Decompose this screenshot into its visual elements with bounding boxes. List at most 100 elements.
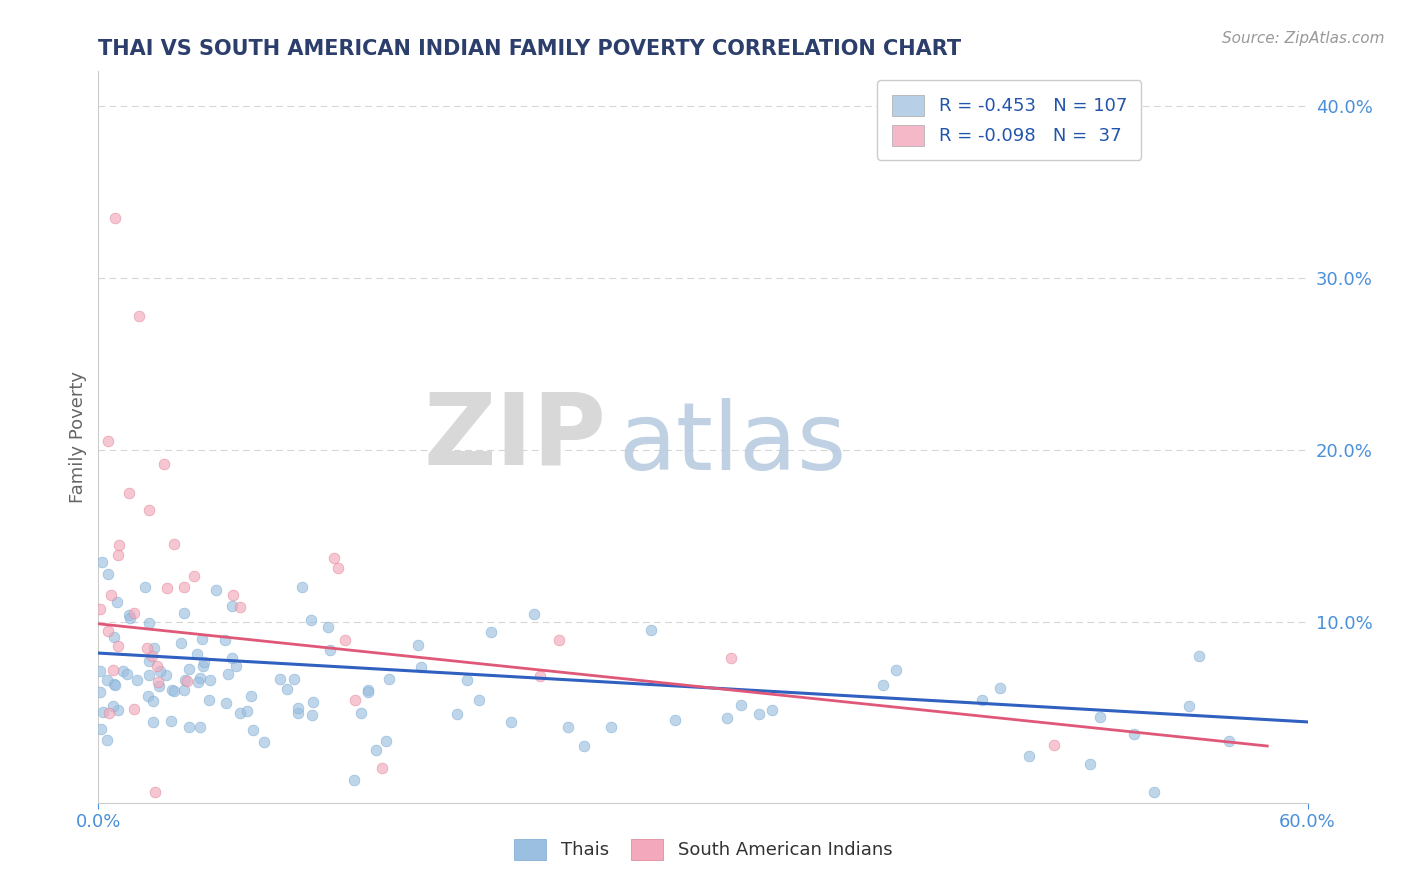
Point	[328, 560, 350, 574]
Point	[97, 624, 120, 638]
Point	[235, 704, 257, 718]
Point	[221, 599, 243, 613]
Point	[225, 659, 247, 673]
Point	[103, 211, 125, 225]
Point	[229, 706, 252, 720]
Point	[143, 640, 166, 655]
Point	[198, 673, 221, 688]
Point	[344, 692, 367, 706]
Point	[97, 706, 120, 720]
Point	[128, 309, 150, 323]
Point	[409, 660, 432, 674]
Point	[970, 692, 993, 706]
Point	[155, 667, 177, 681]
Point	[97, 434, 120, 449]
Point	[322, 551, 344, 566]
Point	[193, 655, 215, 669]
Point	[287, 706, 309, 721]
Point	[156, 581, 179, 595]
Point	[125, 673, 148, 688]
Point	[222, 588, 245, 602]
Y-axis label: Family Poverty: Family Poverty	[69, 371, 87, 503]
Point	[276, 682, 298, 697]
Point	[188, 671, 211, 685]
Point	[205, 583, 228, 598]
Point	[145, 658, 167, 673]
Point	[446, 706, 468, 721]
Point	[378, 672, 401, 686]
Point	[193, 659, 215, 673]
Point	[529, 668, 551, 682]
Point	[191, 632, 214, 646]
Point	[548, 632, 571, 647]
Point	[1143, 785, 1166, 799]
Point	[302, 695, 325, 709]
Point	[146, 674, 169, 689]
Point	[124, 702, 146, 716]
Point	[163, 684, 186, 698]
Point	[318, 643, 340, 657]
Point	[343, 772, 366, 787]
Point	[107, 639, 129, 653]
Point	[97, 566, 120, 581]
Point	[122, 606, 145, 620]
Legend: Thais, South American Indians: Thais, South American Indians	[506, 831, 900, 867]
Point	[720, 651, 742, 665]
Point	[96, 733, 118, 747]
Point	[290, 580, 312, 594]
Point	[135, 641, 157, 656]
Point	[96, 673, 118, 687]
Point	[335, 632, 357, 647]
Point	[872, 678, 894, 692]
Point	[198, 692, 221, 706]
Point	[1043, 738, 1066, 752]
Point	[214, 632, 236, 647]
Point	[138, 654, 160, 668]
Point	[269, 672, 291, 686]
Point	[186, 647, 208, 661]
Point	[1218, 733, 1240, 747]
Point	[217, 667, 239, 681]
Point	[456, 673, 478, 687]
Point	[111, 665, 134, 679]
Point	[523, 607, 546, 622]
Point	[138, 615, 160, 630]
Point	[316, 620, 339, 634]
Point	[299, 613, 322, 627]
Point	[141, 648, 163, 663]
Point	[105, 595, 128, 609]
Point	[148, 664, 170, 678]
Point	[1123, 727, 1146, 741]
Text: atlas: atlas	[619, 399, 846, 491]
Point	[142, 714, 165, 729]
Point	[103, 698, 125, 713]
Point	[1018, 749, 1040, 764]
Point	[142, 694, 165, 708]
Point	[173, 682, 195, 697]
Point	[1188, 648, 1211, 663]
Point	[170, 636, 193, 650]
Point	[143, 785, 166, 799]
Point	[89, 685, 111, 699]
Point	[179, 662, 201, 676]
Point	[499, 714, 522, 729]
Point	[103, 630, 125, 644]
Point	[468, 692, 491, 706]
Point	[301, 708, 323, 723]
Point	[89, 665, 111, 679]
Point	[716, 711, 738, 725]
Point	[572, 739, 595, 753]
Point	[287, 701, 309, 715]
Point	[120, 610, 142, 624]
Point	[371, 761, 394, 775]
Point	[1178, 699, 1201, 714]
Point	[90, 722, 112, 736]
Point	[160, 714, 183, 729]
Point	[148, 679, 170, 693]
Point	[187, 674, 209, 689]
Point	[103, 676, 125, 690]
Point	[1078, 756, 1101, 771]
Point	[107, 703, 129, 717]
Point	[173, 673, 195, 688]
Point	[364, 743, 387, 757]
